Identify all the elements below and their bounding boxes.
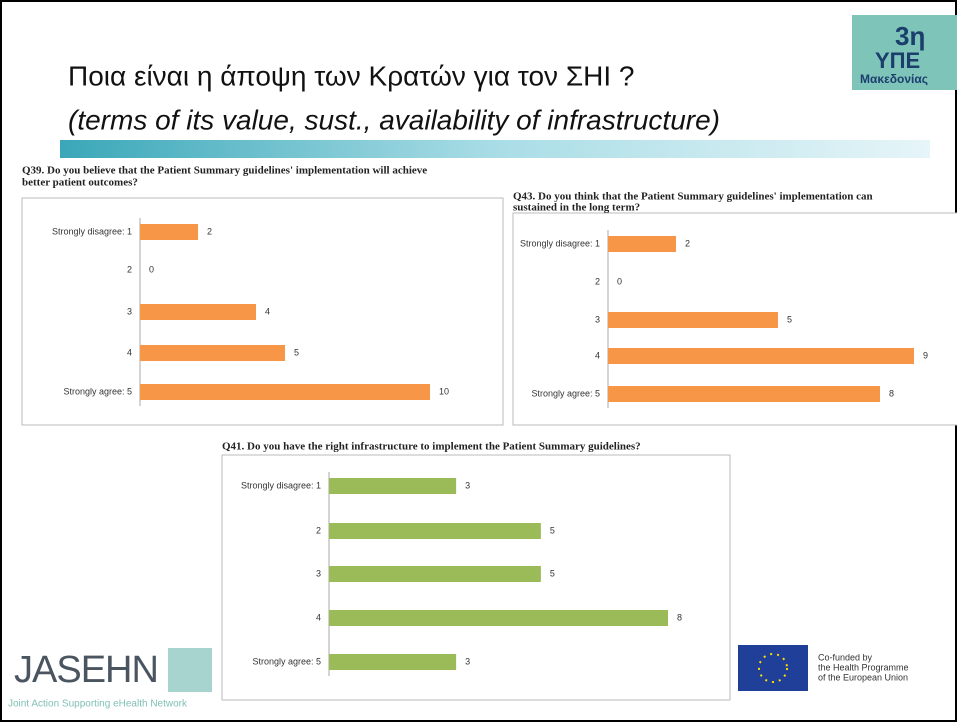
- value-label: 5: [787, 314, 792, 324]
- logo-top: [852, 15, 957, 90]
- chart-title: better patient outcomes?: [22, 177, 138, 189]
- category-label: Strongly disagree: 1: [520, 238, 600, 248]
- value-label: 5: [294, 347, 299, 357]
- category-label: 3: [595, 314, 600, 324]
- category-label: 2: [595, 276, 600, 286]
- bar: [608, 312, 778, 328]
- bar: [329, 654, 457, 670]
- bar: [140, 345, 285, 361]
- value-label: 3: [465, 656, 470, 666]
- bar: [329, 478, 457, 494]
- bar: [608, 236, 676, 252]
- title-bar: [60, 140, 930, 158]
- bar: [608, 386, 880, 402]
- value-label: 5: [550, 525, 555, 535]
- category-label: 3: [127, 306, 132, 316]
- value-label: 8: [677, 612, 682, 622]
- chart-title: sustained in the long term?: [513, 202, 640, 214]
- category-label: Strongly disagree: 1: [52, 226, 132, 236]
- category-label: 4: [595, 350, 600, 360]
- value-label: 3: [465, 480, 470, 490]
- eu-flag: [738, 645, 808, 691]
- eu-text: the Health Programme: [818, 662, 909, 672]
- logo-region: Μακεδονίας: [860, 72, 928, 86]
- category-label: Strongly agree: 5: [63, 386, 132, 396]
- logo-number: 3η: [895, 21, 925, 51]
- jasehn-logo: JASEHN: [14, 649, 158, 691]
- category-label: 4: [127, 347, 132, 357]
- value-label: 4: [265, 306, 270, 316]
- value-label: 0: [617, 276, 622, 286]
- category-label: Strongly agree: 5: [252, 656, 321, 666]
- category-label: Strongly agree: 5: [531, 388, 600, 398]
- eu-stars: [758, 653, 788, 683]
- value-label: 2: [207, 226, 212, 236]
- category-label: 4: [316, 612, 321, 622]
- jasehn-icon: [168, 648, 212, 692]
- value-label: 2: [685, 238, 690, 248]
- eu-text: of the European Union: [818, 672, 908, 682]
- value-label: 9: [923, 350, 928, 360]
- bar: [608, 348, 914, 364]
- bar: [329, 523, 541, 539]
- category-label: 2: [316, 525, 321, 535]
- slide-subtitle: (terms of its value, sust., availability…: [68, 104, 720, 135]
- value-label: 0: [149, 264, 154, 274]
- value-label: 10: [439, 386, 449, 396]
- bar: [329, 566, 541, 582]
- category-label: Strongly disagree: 1: [241, 480, 321, 490]
- bar: [329, 610, 668, 626]
- slide-title: Ποια είναι η άποψη των Κρατών για τον ΣΗ…: [68, 60, 634, 91]
- value-label: 8: [889, 388, 894, 398]
- value-label: 5: [550, 568, 555, 578]
- logo-name: ΥΠΕ: [875, 48, 920, 73]
- bar: [140, 304, 256, 320]
- eu-text: Co-funded by: [818, 652, 873, 662]
- chart-title: Q41. Do you have the right infrastructur…: [222, 441, 641, 453]
- chart-title: Q43. Do you think that the Patient Summa…: [513, 191, 873, 203]
- chart-title: Q39. Do you believe that the Patient Sum…: [22, 165, 427, 177]
- category-label: 2: [127, 264, 132, 274]
- jasehn-tagline: Joint Action Supporting eHealth Network: [8, 699, 188, 710]
- bar: [140, 384, 430, 400]
- category-label: 3: [316, 568, 321, 578]
- bar: [140, 224, 198, 240]
